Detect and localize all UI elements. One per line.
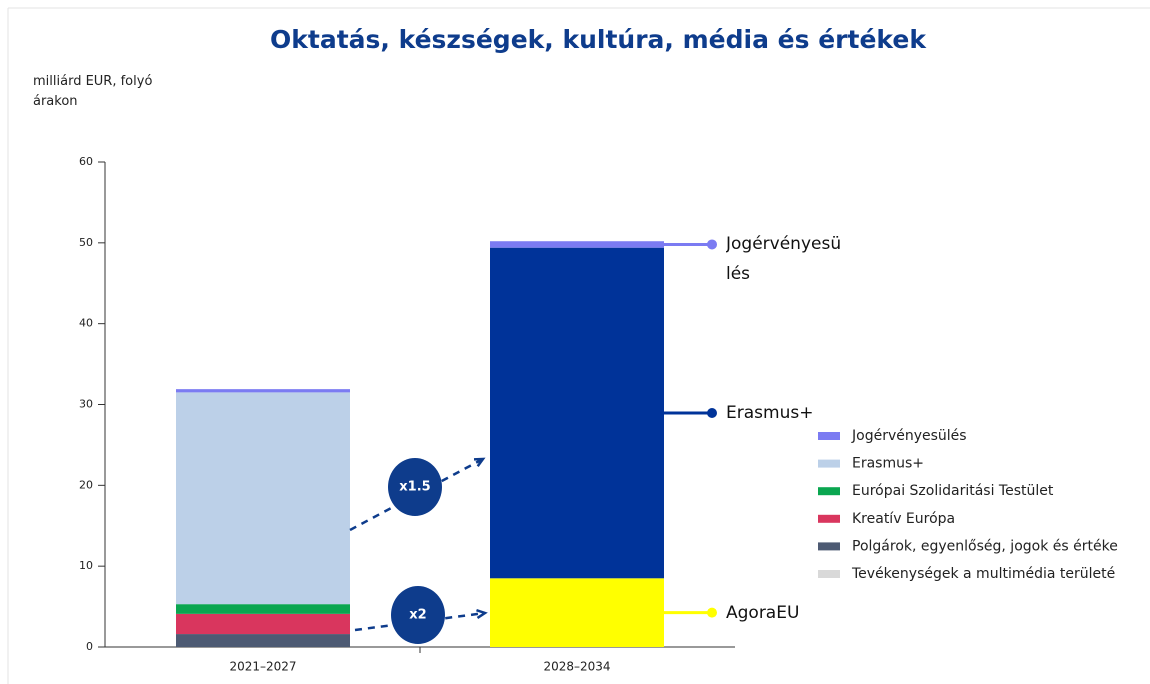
legend-swatch — [818, 570, 840, 578]
y-label-box: milliárd EUR, folyó árakon — [33, 74, 153, 109]
end-label-box: Jogérvényesülés — [726, 234, 842, 285]
bar-segment — [176, 613, 350, 635]
end-label: AgoraEU — [726, 602, 800, 623]
legend-swatch — [818, 432, 840, 440]
y-tick-label: 10 — [79, 559, 93, 572]
y-label: milliárd EUR, folyó árakon — [33, 74, 153, 109]
end-label: Jogérvényesülés — [726, 234, 842, 285]
y-tick-label: 50 — [79, 236, 93, 249]
y-tick-label: 20 — [79, 478, 93, 491]
end-label-box: Erasmus+ — [726, 402, 814, 423]
end-label-dot — [707, 407, 717, 418]
bar-segment — [176, 389, 350, 393]
growth-arrow-head — [476, 608, 488, 619]
bar-segment — [176, 604, 350, 614]
bar-segment — [490, 578, 664, 647]
legend-label: Jogérvényesülés — [851, 428, 967, 444]
legend-label: Kreatív Európa — [852, 511, 955, 527]
legend-swatch — [818, 514, 840, 523]
growth-badge — [388, 458, 442, 516]
y-tick-label: 0 — [86, 640, 93, 653]
end-label-dot — [707, 239, 717, 250]
y-tick-label: 40 — [79, 317, 93, 330]
bar-segment — [176, 392, 350, 605]
bar-segment — [490, 247, 664, 579]
legend-label: Európai Szolidaritási Testület — [852, 483, 1054, 499]
legend-swatch — [818, 487, 840, 496]
y-tick-label: 60 — [79, 155, 93, 168]
x-tick-label: 2028–2034 — [543, 660, 610, 674]
bar-segment — [490, 241, 664, 248]
x-tick-label: 2021–2027 — [229, 660, 296, 674]
legend-swatch — [818, 459, 840, 468]
bar-segment — [176, 634, 350, 647]
growth-label: x2 — [409, 608, 426, 623]
legend-label: Erasmus+ — [852, 456, 924, 472]
chart-title: Oktatás, készségek, kultúra, média és ér… — [270, 25, 927, 54]
y-tick-label: 30 — [79, 398, 93, 411]
end-label: Erasmus+ — [726, 402, 814, 423]
legend: Jogérvényesülés Erasmus+ Európai Szolidari… — [818, 428, 1118, 582]
growth-badge — [391, 586, 445, 644]
legend-swatch — [818, 542, 840, 551]
legend-label: Tevékenységek a multimédia területé — [851, 566, 1115, 582]
end-label-dot — [707, 607, 717, 618]
legend-label: Polgárok, egyenlőség, jogok és értéke — [852, 538, 1118, 554]
growth-arrow-head — [473, 457, 486, 468]
growth-label: x1.5 — [399, 480, 430, 495]
end-label-box: AgoraEU — [726, 602, 800, 623]
